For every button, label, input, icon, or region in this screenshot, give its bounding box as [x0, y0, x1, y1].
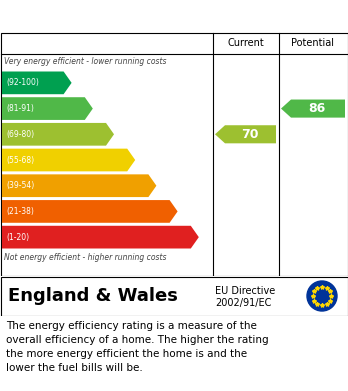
Text: F: F — [179, 205, 187, 218]
Text: The energy efficiency rating is a measure of the
overall efficiency of a home. T: The energy efficiency rating is a measur… — [6, 321, 269, 373]
Text: (92-100): (92-100) — [6, 78, 39, 87]
Text: EU Directive: EU Directive — [215, 286, 275, 296]
Text: (55-68): (55-68) — [6, 156, 34, 165]
Text: (39-54): (39-54) — [6, 181, 34, 190]
Text: Not energy efficient - higher running costs: Not energy efficient - higher running co… — [4, 253, 166, 262]
Text: (81-91): (81-91) — [6, 104, 34, 113]
Text: 2002/91/EC: 2002/91/EC — [215, 298, 271, 308]
Text: 70: 70 — [241, 128, 258, 141]
Text: B: B — [94, 102, 103, 115]
Polygon shape — [2, 226, 199, 249]
Text: England & Wales: England & Wales — [8, 287, 178, 305]
Polygon shape — [2, 123, 114, 145]
Circle shape — [307, 281, 337, 311]
Polygon shape — [2, 72, 72, 94]
Polygon shape — [2, 149, 135, 171]
Polygon shape — [215, 125, 276, 143]
Text: D: D — [136, 154, 147, 167]
Polygon shape — [2, 97, 93, 120]
Text: (21-38): (21-38) — [6, 207, 34, 216]
Polygon shape — [281, 100, 345, 118]
Text: E: E — [157, 179, 166, 192]
Text: Energy Efficiency Rating: Energy Efficiency Rating — [8, 9, 229, 23]
Text: (1-20): (1-20) — [6, 233, 29, 242]
Polygon shape — [2, 174, 156, 197]
Text: G: G — [200, 231, 210, 244]
Text: Very energy efficient - lower running costs: Very energy efficient - lower running co… — [4, 57, 166, 66]
Text: C: C — [115, 128, 124, 141]
Text: Current: Current — [227, 38, 264, 48]
Text: 86: 86 — [308, 102, 326, 115]
Text: Potential: Potential — [292, 38, 334, 48]
Polygon shape — [2, 200, 177, 223]
Text: A: A — [73, 76, 82, 90]
Text: (69-80): (69-80) — [6, 130, 34, 139]
